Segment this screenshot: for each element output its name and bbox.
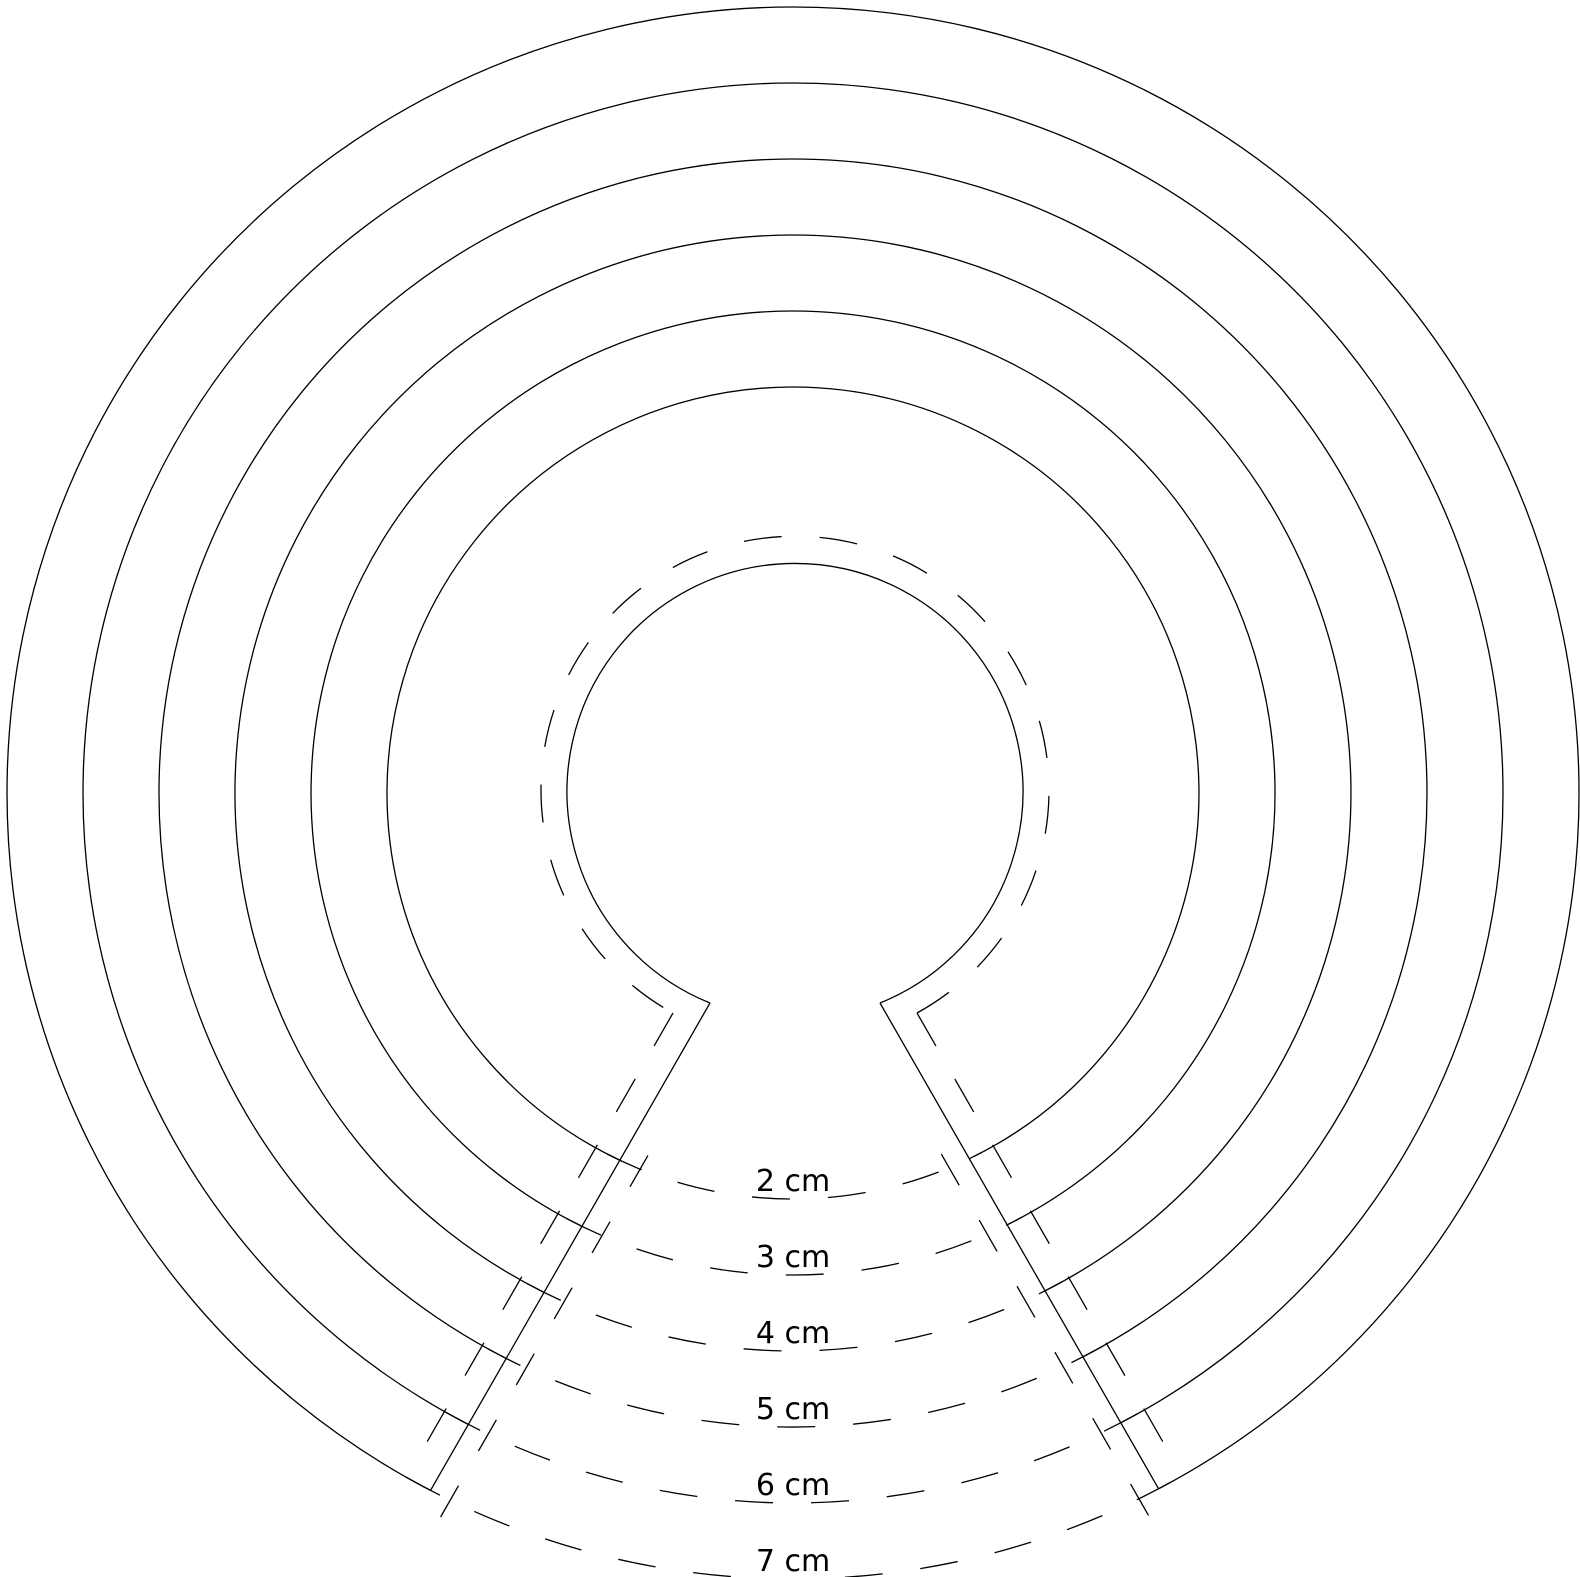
hem-cut-2cm [386, 386, 1200, 1161]
hem-cut-7cm [6, 6, 1580, 1491]
slit-tick [978, 1219, 998, 1252]
slit-tick [629, 1155, 649, 1188]
hem-cut-6cm [82, 82, 1504, 1425]
hem-cut-5cm [158, 158, 1428, 1359]
seam-allowance-lines [406, 535, 1184, 1577]
slit-tick [591, 1221, 611, 1254]
hem-seam-7cm [406, 1475, 1184, 1577]
neckline-cut [566, 562, 1024, 1004]
hem-seam-5cm [486, 1345, 1103, 1428]
slit-left-seam [416, 1012, 674, 1461]
slit-tick [515, 1353, 535, 1386]
hem-seam-4cm [526, 1281, 1063, 1352]
cut-lines [6, 6, 1580, 1518]
slit-tick [477, 1419, 497, 1452]
hem-seam-6cm [446, 1410, 1143, 1504]
slit-tick [1016, 1285, 1036, 1318]
label-4cm: 4 cm [756, 1316, 830, 1351]
slit-tick [1054, 1351, 1074, 1384]
slit-right-cut [879, 1002, 1160, 1490]
slit-tick [940, 1153, 960, 1186]
hem-cut-3cm [310, 310, 1276, 1227]
hem-seam-2cm [606, 1151, 983, 1200]
hem-cut-4cm [234, 234, 1352, 1293]
slit-tick [1092, 1417, 1112, 1450]
slit-tick [1130, 1483, 1150, 1516]
slit-tick [553, 1287, 573, 1320]
label-3cm: 3 cm [756, 1240, 830, 1275]
slit-right-seam [916, 1012, 1173, 1459]
neckline-seam [540, 535, 1050, 1014]
slit-left-cut [429, 1002, 711, 1491]
size-labels: 2 cm 3 cm 4 cm 5 cm 6 cm 7 cm [756, 1164, 830, 1577]
label-7cm: 7 cm [756, 1544, 830, 1577]
hem-seam-3cm [566, 1216, 1023, 1276]
label-2cm: 2 cm [756, 1164, 830, 1199]
label-6cm: 6 cm [756, 1468, 830, 1503]
slit-tick [440, 1485, 460, 1518]
label-5cm: 5 cm [756, 1392, 830, 1427]
